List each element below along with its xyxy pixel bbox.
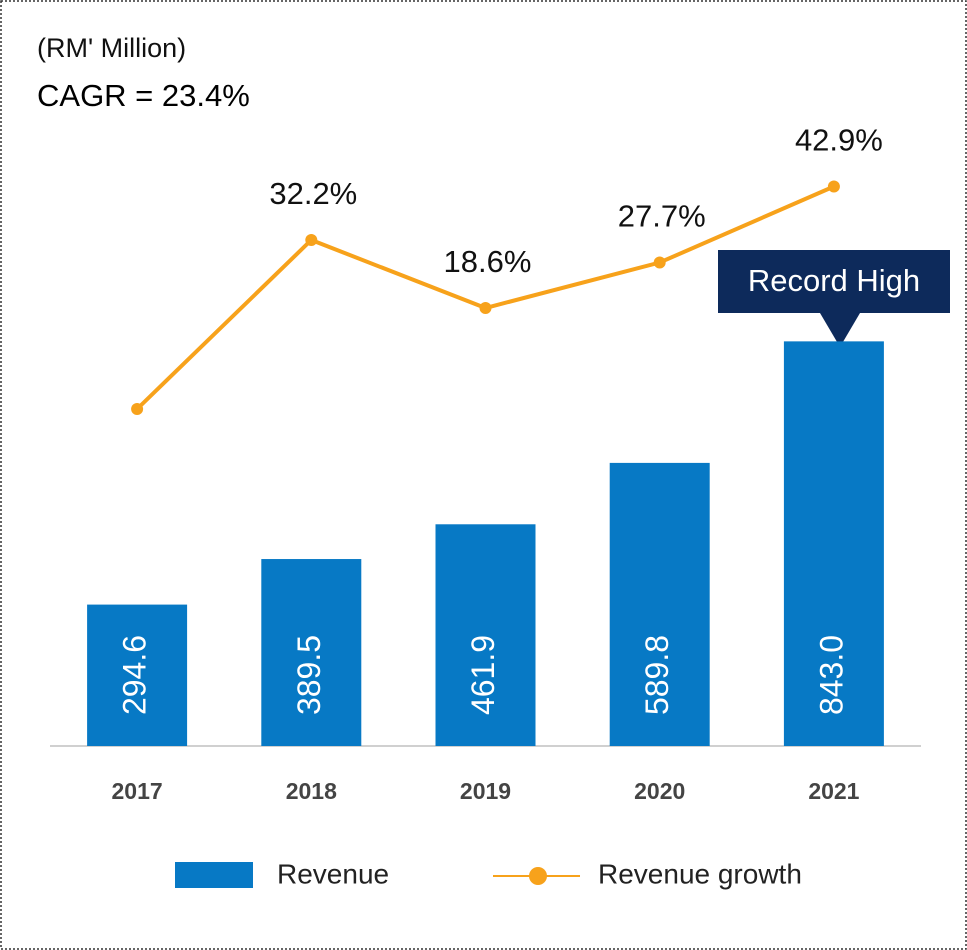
line-point: [131, 403, 144, 415]
bar-value-label: 843.0: [813, 635, 849, 715]
bar: [261, 559, 362, 746]
line-value-label: 18.6%: [444, 244, 532, 279]
line-point: [479, 302, 492, 314]
x-tick-label: 2020: [634, 778, 685, 804]
annotation-bg: [718, 250, 950, 313]
bar-value-label: 589.8: [639, 635, 675, 715]
line-value-label: 32.2%: [269, 176, 357, 211]
bar: [435, 524, 536, 746]
annotation: Record High: [748, 263, 920, 298]
line-value-label: 42.9%: [795, 123, 883, 158]
line-value-label: 27.7%: [618, 199, 706, 234]
x-tick-label: 2017: [112, 778, 163, 804]
bar-value-label: 294.6: [117, 635, 153, 715]
bar: [783, 341, 884, 746]
line-point: [305, 234, 318, 246]
chart-title: (RM' Million): [37, 33, 186, 63]
line-point: [827, 180, 840, 193]
bar: [87, 604, 188, 746]
legend-swatch: [175, 862, 253, 888]
bar: [609, 462, 710, 746]
annotation-arrow: [820, 313, 860, 347]
x-tick-label: 2021: [808, 778, 859, 804]
legend-swatch-dot: [529, 867, 547, 885]
bar-value-label: 389.5: [291, 635, 327, 715]
chart-subtitle: CAGR = 23.4%: [37, 78, 250, 113]
legend-label: Revenue: [277, 858, 389, 889]
x-tick-label: 2019: [460, 778, 511, 804]
line-point: [653, 256, 666, 269]
legend-label: Revenue growth: [598, 858, 802, 889]
x-tick-label: 2018: [286, 778, 337, 804]
annotation-box: Record High: [718, 250, 950, 347]
bar-value-label: 461.9: [465, 635, 501, 715]
